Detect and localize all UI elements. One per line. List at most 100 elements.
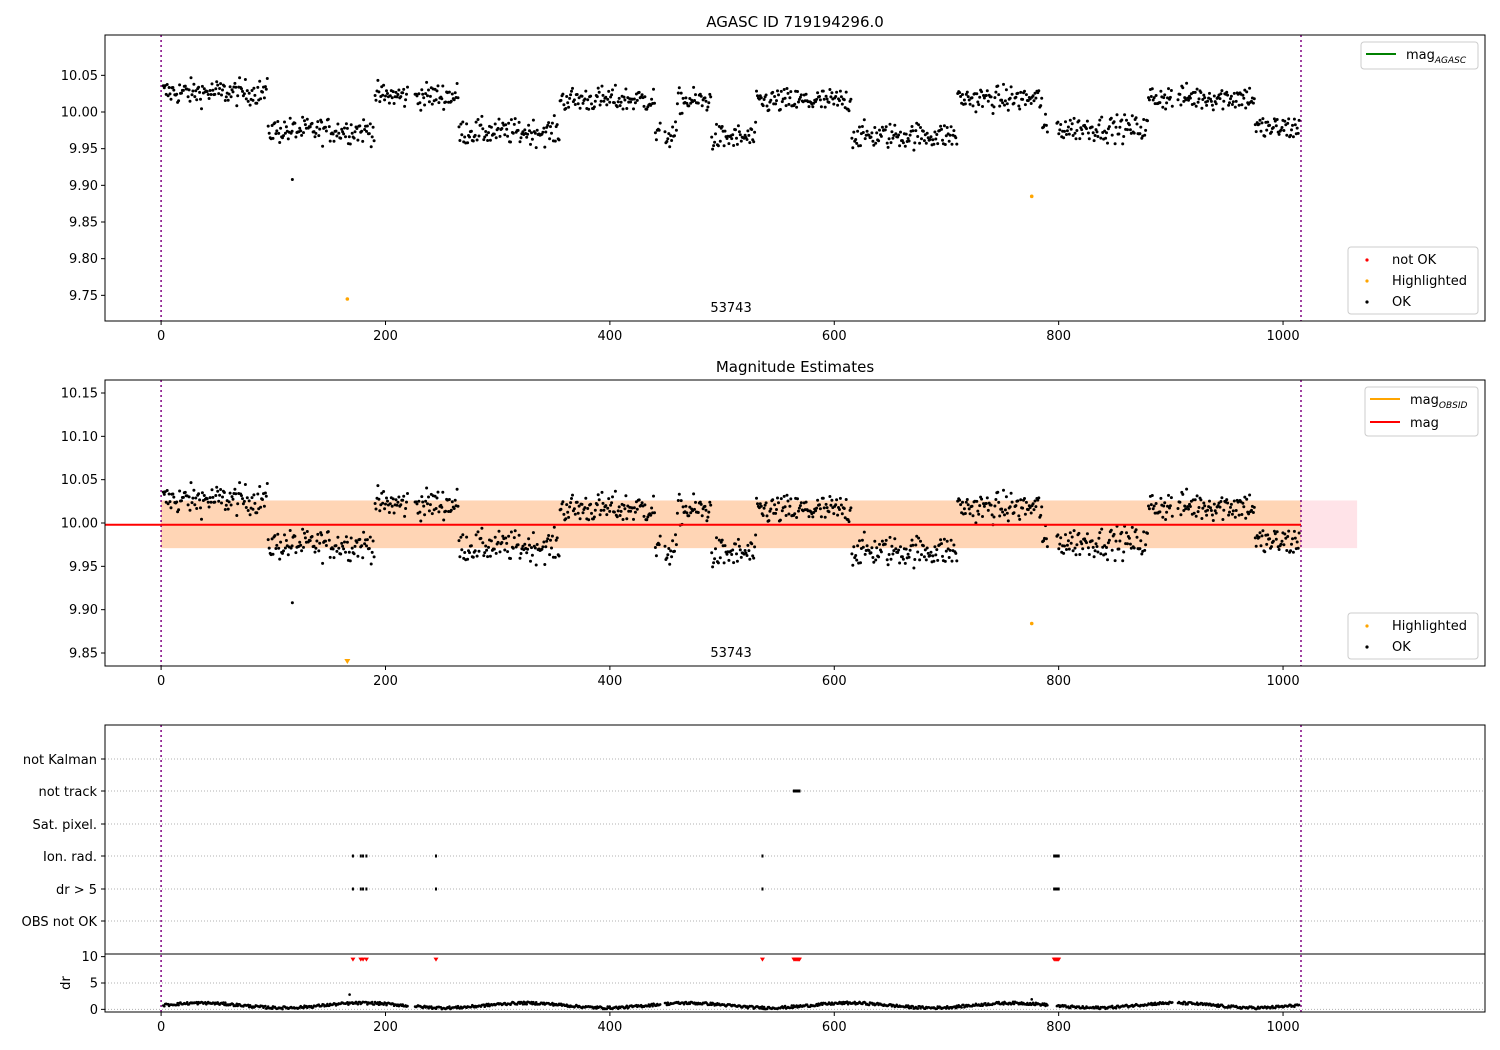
- data-point-ok: [615, 515, 619, 519]
- data-point-ok: [877, 139, 881, 143]
- data-point-ok: [1149, 95, 1153, 98]
- data-point-ok: [191, 89, 195, 93]
- data-point-ok: [256, 85, 260, 89]
- y-tick-label: 9.95: [69, 560, 98, 575]
- data-point-ok: [1254, 130, 1258, 134]
- data-point-ok: [685, 101, 689, 105]
- legend-mag-agasc: magAGASC: [1360, 41, 1479, 70]
- data-point-ok: [773, 503, 777, 507]
- data-point-ok: [477, 134, 481, 138]
- data-point-ok: [650, 97, 654, 101]
- data-point-ok: [681, 505, 685, 509]
- data-point-ok: [1094, 542, 1098, 546]
- data-point-ok: [569, 93, 573, 97]
- data-point-ok: [397, 88, 401, 92]
- data-point-ok: [716, 144, 720, 148]
- data-point-ok: [242, 92, 246, 96]
- data-point-ok: [1211, 519, 1215, 522]
- data-point-ok: [396, 500, 400, 504]
- data-point-ok: [918, 141, 922, 145]
- data-point-ok: [1230, 512, 1234, 516]
- data-point-ok: [629, 100, 633, 104]
- data-point-ok: [324, 544, 328, 547]
- data-point-ok: [424, 92, 428, 96]
- data-point-ok: [601, 501, 605, 505]
- data-point-ok: [859, 561, 862, 565]
- data-point-ok: [1139, 539, 1143, 543]
- data-point-ok: [504, 123, 508, 127]
- data-point-ok: [406, 85, 409, 89]
- data-point-ok: [194, 89, 198, 93]
- data-point-ok: [1039, 513, 1043, 517]
- data-point-ok: [166, 94, 170, 98]
- data-point-ok: [1293, 536, 1297, 540]
- dr-point: [751, 1005, 754, 1008]
- data-point-ok: [832, 512, 836, 516]
- data-point-ok: [1140, 552, 1144, 556]
- data-point-ok: [259, 505, 263, 509]
- data-point-ok: [382, 83, 386, 87]
- data-point-ok: [220, 93, 223, 97]
- data-point-ok: [489, 125, 493, 129]
- data-point-ok: [186, 503, 190, 507]
- data-point-ok: [1107, 125, 1111, 129]
- data-point-ok: [632, 97, 636, 101]
- data-point-ok: [566, 101, 570, 105]
- data-point-ok: [713, 557, 717, 561]
- data-point-ok: [459, 535, 463, 539]
- data-point-ok: [1210, 103, 1214, 107]
- data-point-ok: [387, 511, 391, 514]
- data-point-ok: [1075, 543, 1079, 547]
- data-point-ok: [301, 527, 305, 531]
- data-point-ok: [598, 103, 602, 107]
- data-point-ok: [535, 128, 539, 132]
- data-point-ok: [561, 500, 565, 504]
- data-point-ok: [1033, 91, 1037, 95]
- data-point-ok: [1231, 100, 1235, 104]
- data-point-ok: [1068, 118, 1072, 122]
- data-point-ok: [966, 503, 970, 507]
- data-point-ok: [315, 125, 319, 129]
- data-point-ok: [370, 550, 374, 554]
- data-point-ok: [369, 145, 373, 149]
- data-point-ok: [949, 538, 953, 542]
- data-point-ok: [546, 537, 550, 541]
- data-point-ok: [653, 131, 657, 135]
- data-point-ok: [928, 138, 932, 141]
- data-point-ok: [427, 100, 431, 104]
- data-point-ok: [1065, 129, 1069, 133]
- data-point-ok: [915, 534, 919, 538]
- data-point-ok: [947, 556, 951, 559]
- data-point-ok: [581, 511, 585, 515]
- data-point-ok: [689, 511, 693, 515]
- data-point-ok: [967, 98, 971, 102]
- data-point-ok: [1044, 112, 1047, 116]
- data-point-ok: [440, 505, 444, 509]
- data-point-ok: [552, 114, 556, 118]
- data-point-ok: [1138, 132, 1142, 136]
- data-point-ok: [465, 122, 469, 126]
- data-point-ok: [1092, 139, 1096, 143]
- data-point-ok: [712, 144, 716, 148]
- data-point-ok: [1259, 544, 1263, 548]
- data-point-ok: [752, 556, 756, 560]
- data-point-ok: [247, 499, 251, 503]
- data-point-ok: [774, 511, 778, 515]
- data-point-ok: [423, 103, 427, 107]
- data-point-ok: [162, 492, 166, 496]
- legend-label-mag: mag: [1410, 416, 1439, 431]
- data-point-ok: [912, 148, 916, 152]
- data-point-ok: [1169, 89, 1173, 92]
- data-point-ok: [211, 88, 215, 92]
- data-point-ok: [851, 563, 855, 567]
- x-tick-label: 1000: [1267, 329, 1300, 344]
- data-point-ok: [1103, 544, 1107, 548]
- data-point-ok: [1220, 496, 1224, 500]
- data-point-ok: [246, 509, 250, 512]
- data-point-ok: [993, 504, 997, 508]
- data-point-ok: [775, 508, 778, 511]
- data-point-ok: [1240, 103, 1244, 107]
- data-point-ok: [363, 542, 367, 546]
- data-point-ok: [880, 125, 884, 129]
- data-point-ok: [550, 121, 554, 125]
